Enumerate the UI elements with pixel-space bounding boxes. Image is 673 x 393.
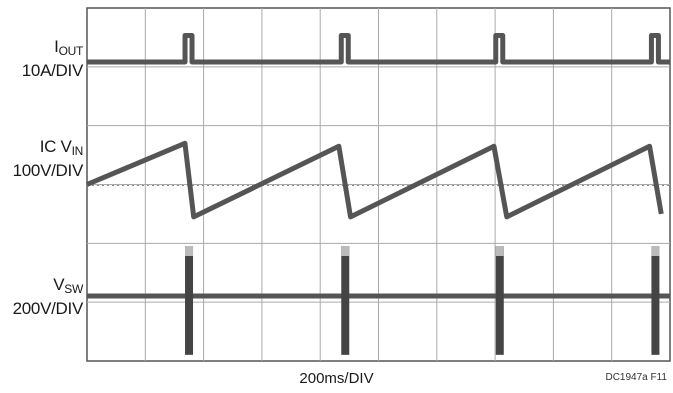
channel-scale-ic-vin: 100V/DIV (12, 161, 84, 180)
grid (87, 8, 670, 361)
figure-id: DC1947a F11 (605, 372, 667, 383)
traces (86, 33, 670, 355)
vsw-burst-cap (185, 245, 194, 256)
vsw-burst (651, 245, 660, 355)
vsw-burst-cap (651, 245, 660, 256)
x-axis-label: 200ms/DIV (299, 370, 374, 387)
channel-label-vsw: VSW 200V/DIV (0, 275, 84, 318)
vsw-burst-cap (495, 245, 504, 256)
vsw-burst (185, 245, 194, 355)
vsw-burst-cap (341, 245, 350, 256)
channel-scale-vsw: 200V/DIV (12, 299, 84, 318)
channel-label-ic-vin: IC VIN 100V/DIV (0, 137, 84, 180)
channel-scale-iout: 10A/DIV (21, 61, 84, 80)
trace-ic-vin (86, 140, 664, 220)
trace-iout (87, 33, 670, 65)
channel-label-iout: IOUT 10A/DIV (0, 37, 84, 80)
vsw-burst (495, 245, 504, 355)
vsw-burst (341, 245, 350, 355)
